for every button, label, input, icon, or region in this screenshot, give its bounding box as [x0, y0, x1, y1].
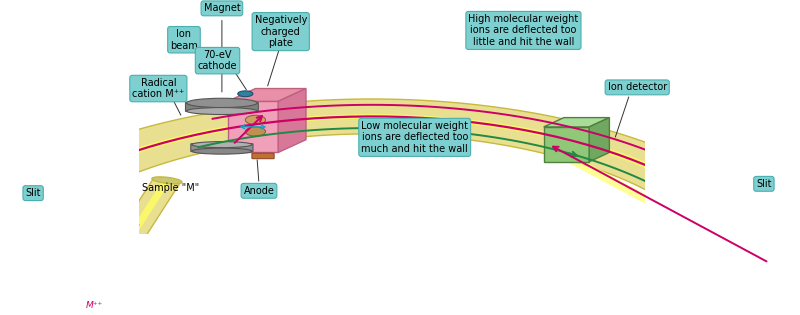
Polygon shape	[228, 89, 306, 101]
FancyBboxPatch shape	[252, 153, 274, 159]
Text: 70-eV
cathode: 70-eV cathode	[198, 50, 238, 72]
Ellipse shape	[238, 91, 253, 97]
FancyBboxPatch shape	[228, 101, 278, 152]
Ellipse shape	[192, 148, 252, 154]
Text: Magnet: Magnet	[203, 3, 240, 13]
Text: Sample "M": Sample "M"	[142, 183, 199, 193]
Text: Low molecular weight
ions are deflected too
much and hit the wall: Low molecular weight ions are deflected …	[362, 121, 468, 154]
Text: Radical
cation M⁺⁺: Radical cation M⁺⁺	[132, 78, 185, 99]
Ellipse shape	[246, 115, 266, 124]
Polygon shape	[589, 117, 610, 162]
FancyBboxPatch shape	[190, 144, 253, 152]
Polygon shape	[10, 179, 181, 315]
Ellipse shape	[745, 235, 794, 290]
Polygon shape	[19, 180, 171, 315]
Text: Anode: Anode	[243, 186, 274, 196]
Polygon shape	[0, 114, 774, 315]
Text: M⁺⁺: M⁺⁺	[86, 301, 103, 311]
Polygon shape	[544, 117, 610, 127]
Text: Negatively
charged
plate: Negatively charged plate	[254, 15, 307, 48]
Ellipse shape	[192, 142, 252, 148]
Ellipse shape	[152, 177, 182, 184]
Text: High molecular weight
ions are deflected too
little and hit the wall: High molecular weight ions are deflected…	[468, 14, 578, 47]
FancyBboxPatch shape	[186, 102, 258, 112]
Polygon shape	[544, 139, 764, 267]
Ellipse shape	[186, 107, 258, 115]
Text: Ion
beam: Ion beam	[170, 29, 198, 50]
Polygon shape	[0, 99, 800, 315]
Ellipse shape	[186, 98, 258, 107]
Polygon shape	[278, 89, 306, 152]
Text: Slit: Slit	[26, 188, 41, 198]
Ellipse shape	[246, 127, 266, 136]
Text: Slit: Slit	[756, 179, 772, 189]
Ellipse shape	[730, 259, 798, 267]
FancyBboxPatch shape	[544, 127, 589, 162]
Text: Ion detector: Ion detector	[607, 83, 667, 92]
